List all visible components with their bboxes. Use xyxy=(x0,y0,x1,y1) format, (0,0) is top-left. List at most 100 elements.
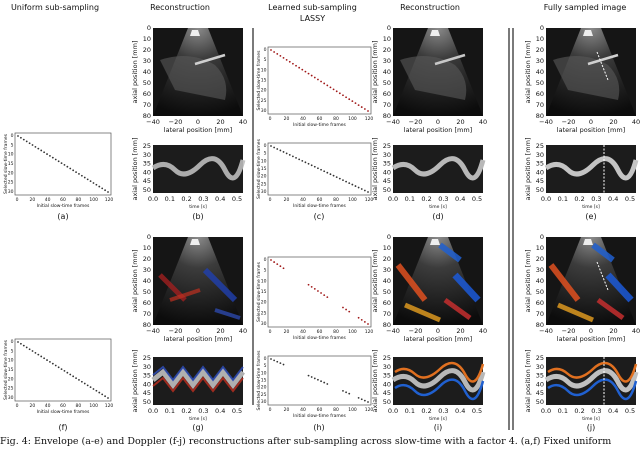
samp-ylabel-f: Selected slow-time frames xyxy=(3,339,9,400)
samp-xtick-a: 120 xyxy=(105,197,114,203)
learned-dot xyxy=(338,177,341,180)
img-xtick-i: 0 xyxy=(436,327,440,335)
samp-ytick-c: 30 xyxy=(261,108,267,114)
learned-dot xyxy=(326,84,329,87)
learned-doppler-dot xyxy=(320,380,322,383)
mm-ytick-g: 45 xyxy=(143,389,151,397)
mm-xlabel-i: time [s] xyxy=(429,416,447,422)
mm-ytick-d: 50 xyxy=(383,186,391,194)
panel-label-h: (h) xyxy=(313,423,325,432)
panel-label-d: (d) xyxy=(432,212,444,221)
samp-xtick-f: 80 xyxy=(75,403,81,409)
samp-xtick-h2: 120 xyxy=(365,407,374,413)
panel-h2-sampling xyxy=(267,355,372,406)
uniform-dot xyxy=(78,379,80,381)
samp-xlabel-h2: Initial slow-time frames xyxy=(293,413,346,419)
mm-xtick-j: 0.2 xyxy=(574,407,584,415)
img-xtick-g: −40 xyxy=(146,327,160,335)
samp-ytick-c2: 15 xyxy=(261,166,267,172)
samp-ytick-a: 30 xyxy=(8,189,14,195)
mm-ytick-d: 25 xyxy=(383,142,391,150)
learned-doppler-dot xyxy=(363,321,366,323)
img-ytick-e: 30 xyxy=(536,57,544,65)
img-xlabel-d: lateral position [mm] xyxy=(404,126,472,134)
img-ytick-g: 60 xyxy=(143,299,151,307)
uniform-dot xyxy=(92,388,95,390)
uniform-dot xyxy=(75,377,77,380)
panel-label-f: (f) xyxy=(58,423,68,432)
panel-label-j: (j) xyxy=(586,423,596,432)
mm-xlabel-g: time [s] xyxy=(189,416,207,422)
img-ylabel-j: axial position [mm] xyxy=(524,249,532,312)
learned-dot xyxy=(351,183,354,186)
mm-ylabel-g: axial position [mm] xyxy=(131,349,139,412)
img-ytick-j: 50 xyxy=(536,288,544,296)
mm-ylabel-d: axial position [mm] xyxy=(371,137,379,200)
samp-xtick-a: 20 xyxy=(29,197,35,203)
samp-ylabel-h: Selected slow-time frames xyxy=(256,261,262,322)
img-ytick-i: 0 xyxy=(387,233,391,241)
learned-doppler-dot xyxy=(307,374,310,377)
uniform-dot xyxy=(34,351,37,354)
samp-ylabel-c: Selected slow-time frames xyxy=(256,50,262,111)
img-xtick-g: −20 xyxy=(169,327,183,335)
samp-ytick-c: 10 xyxy=(261,67,267,73)
img-ytick-d: 70 xyxy=(383,101,391,109)
learned-dot xyxy=(295,156,297,159)
img-xtick-d: 20 xyxy=(456,118,464,126)
samp-xtick-c: 0 xyxy=(269,116,272,122)
uniform-dot xyxy=(83,382,86,385)
samp-xtick-a: 40 xyxy=(45,197,51,203)
mm-xtick-e: 0.1 xyxy=(558,195,568,203)
samp-xtick-h: 0 xyxy=(269,329,272,335)
mm-ytick-j: 25 xyxy=(536,354,544,362)
learned-dot xyxy=(320,80,322,83)
img-ytick-g: 20 xyxy=(143,255,151,263)
img-ytick-j: 0 xyxy=(540,233,544,241)
mm-xtick-b: 0.2 xyxy=(181,195,191,203)
learned-doppler-dot xyxy=(307,283,310,286)
samp-ytick-a: 10 xyxy=(8,152,14,158)
samp-ytick-f: 25 xyxy=(8,386,14,392)
img-xtick-d: 40 xyxy=(479,118,487,126)
learned-doppler-dot xyxy=(282,267,285,270)
img-xtick-i: 20 xyxy=(456,327,464,335)
mm-ytick-b: 25 xyxy=(143,142,151,150)
learned-doppler-dot xyxy=(273,261,276,263)
samp-xlabel-f: Initial slow-time frames xyxy=(37,409,90,415)
samp-ytick-h2: 15 xyxy=(261,378,267,384)
samp-xtick-h: 20 xyxy=(284,329,290,335)
mm-xtick-g: 0.1 xyxy=(165,407,175,415)
learned-doppler-dot xyxy=(360,318,363,321)
img-xtick-d: −40 xyxy=(386,118,400,126)
learned-dot xyxy=(342,94,344,97)
learned-dot xyxy=(313,76,316,79)
learned-dot xyxy=(354,185,357,187)
learned-dot xyxy=(304,70,307,73)
learned-doppler-dot xyxy=(367,401,369,403)
samp-ytick-f: 30 xyxy=(8,395,14,401)
uniform-dot xyxy=(107,191,109,193)
mm-xlabel-b: time [s] xyxy=(189,204,207,210)
uniform-dot xyxy=(25,346,28,349)
img-ytick-g: 80 xyxy=(143,321,151,329)
uniform-dot xyxy=(92,182,95,184)
uniform-dot xyxy=(60,162,63,164)
learned-doppler-dot xyxy=(313,288,316,290)
col-header-uniform: Uniform sub-sampling xyxy=(10,3,100,12)
learned-doppler-dot xyxy=(348,310,351,313)
learned-dot xyxy=(270,49,272,51)
img-ytick-i: 40 xyxy=(383,277,391,285)
img-ytick-i: 70 xyxy=(383,310,391,318)
samp-xtick-c2: 0 xyxy=(269,197,272,203)
learned-doppler-dot xyxy=(317,378,319,381)
learned-doppler-dot xyxy=(270,259,272,261)
samp-xtick-c2: 120 xyxy=(365,197,374,203)
uniform-dot xyxy=(101,187,104,190)
samp-xtick-f: 0 xyxy=(16,403,19,409)
mm-ytick-b: 40 xyxy=(143,168,151,176)
img-ylabel-b: axial position [mm] xyxy=(131,40,139,103)
uniform-dot xyxy=(98,185,101,188)
learned-dot xyxy=(279,149,282,152)
uniform-dot xyxy=(43,357,46,360)
